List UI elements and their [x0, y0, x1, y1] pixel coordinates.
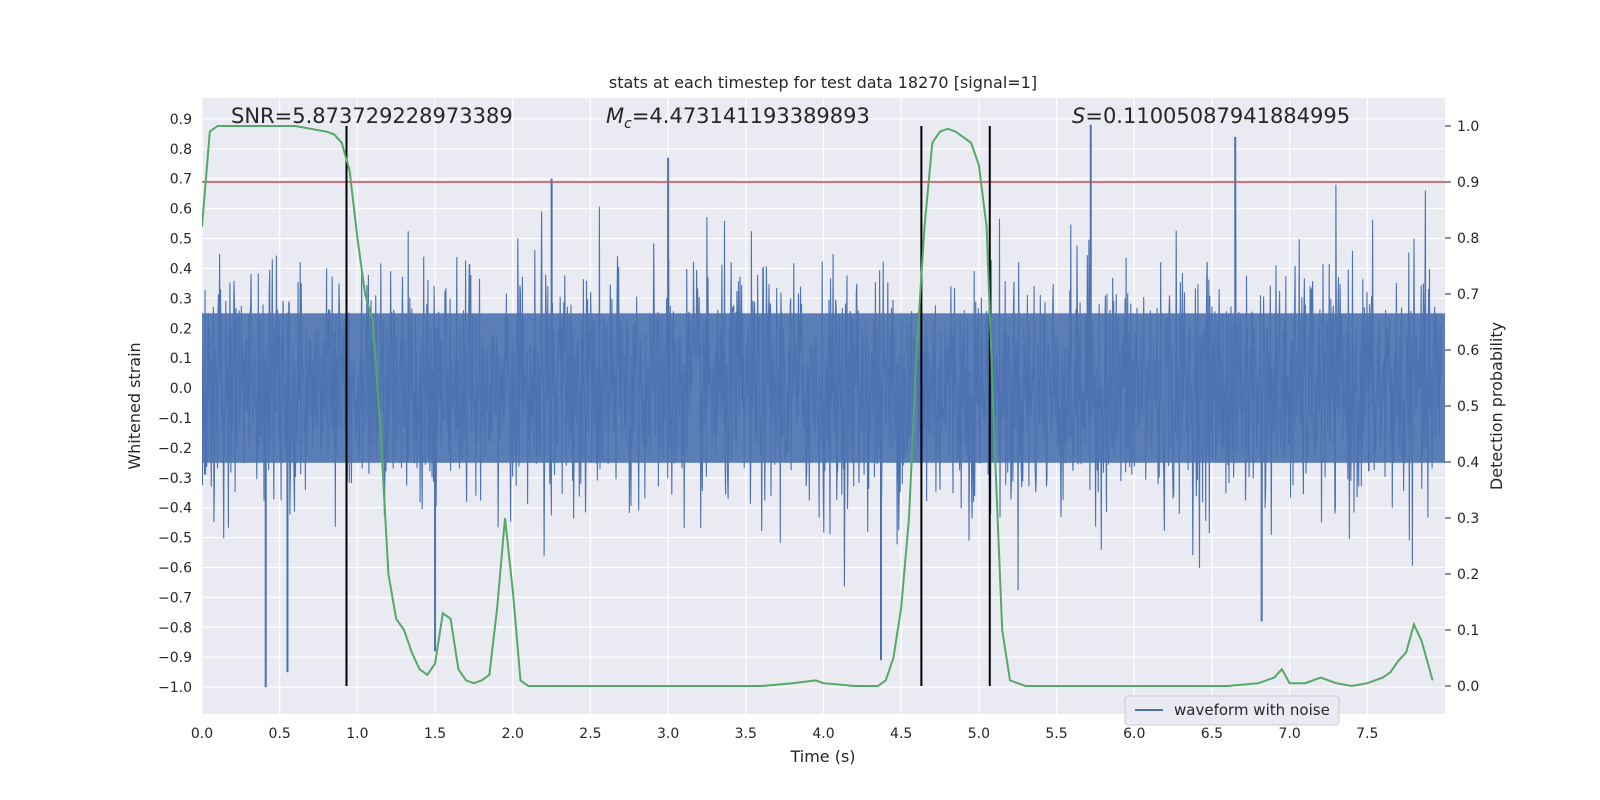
left-y-tick-label: 0.6	[170, 202, 192, 218]
left-y-tick-label: −0.2	[158, 441, 192, 457]
x-tick-label: 2.5	[579, 726, 601, 742]
x-tick-label: 3.5	[735, 726, 757, 742]
x-tick-label: 2.0	[502, 726, 524, 742]
legend-label-waveform: waveform with noise	[1174, 701, 1330, 719]
left-y-tick-label: 0.5	[170, 232, 192, 248]
left-y-tick-label: −1.0	[158, 680, 192, 696]
left-y-tick-label: −0.5	[158, 531, 192, 547]
left-y-tick-label: 0.9	[170, 112, 192, 128]
detection-probability-series	[202, 125, 1434, 688]
legend-box	[1124, 695, 1340, 726]
x-tick-label: 4.0	[812, 726, 834, 742]
left-y-tick-label: 0.7	[170, 172, 192, 188]
right-y-axis-ticks: 1.0 0.9 0.8 0.7 0.6 0.5 0.4 0.3 0.2 0.1 0.0	[1445, 119, 1479, 695]
x-tick-label: 6.5	[1201, 726, 1223, 742]
left-y-tick-label: −0.3	[158, 471, 192, 487]
x-tick-label: 3.0	[657, 726, 679, 742]
left-y-tick-label: 0.8	[170, 142, 192, 158]
chirp-mass-subscript: c	[624, 116, 632, 132]
chirp-mass-annotation: Mc=4.473141193389893	[606, 104, 870, 132]
s-annotation: S=0.11005087941884995	[1072, 104, 1350, 128]
right-y-tick-label: 1.0	[1457, 119, 1479, 135]
x-axis-ticks: 0.0 0.5 1.0 1.5 2.0 2.5 3.0 3.5 4.0 4.5 5.0 5.5 6.0 6…	[191, 726, 1379, 742]
x-tick-label: 1.5	[424, 726, 446, 742]
probability-line	[202, 125, 1434, 688]
left-y-tick-label: 0.3	[170, 291, 192, 307]
left-y-tick-label: −0.9	[158, 650, 192, 666]
x-tick-label: 7.0	[1278, 726, 1300, 742]
right-y-tick-label: 0.0	[1457, 679, 1479, 695]
right-y-tick-label: 0.9	[1457, 175, 1479, 191]
s-value: =0.11005087941884995	[1085, 104, 1350, 128]
x-tick-label: 5.0	[968, 726, 990, 742]
left-y-axis-ticks: 0.9 0.8 0.7 0.6 0.5 0.4 0.3 0.2 0.1 0.0 −0.1 −0.2 −0…	[158, 112, 192, 696]
x-tick-label: 6.0	[1123, 726, 1145, 742]
s-symbol: S	[1072, 104, 1085, 128]
left-y-tick-label: −0.7	[158, 590, 192, 606]
waveform-dense-band	[202, 313, 1445, 463]
chirp-mass-value: =4.473141193389893	[632, 104, 870, 128]
right-y-tick-label: 0.8	[1457, 231, 1479, 247]
snr-annotation: SNR=5.873729228973389	[231, 104, 513, 128]
right-y-tick-label: 0.1	[1457, 623, 1479, 639]
x-tick-label: 4.5	[890, 726, 912, 742]
right-y-axis-label: Detection probability	[1487, 322, 1506, 490]
left-y-axis-label: Whitened strain	[125, 342, 144, 469]
vertical-markers	[345, 126, 991, 686]
left-y-tick-label: 0.2	[170, 321, 192, 337]
left-y-tick-label: 0.4	[170, 261, 192, 277]
waveform-with-noise-series	[202, 124, 1445, 688]
right-y-tick-label: 0.7	[1457, 287, 1479, 303]
right-y-tick-label: 0.3	[1457, 511, 1479, 527]
left-y-tick-label: −0.6	[158, 560, 192, 576]
x-tick-label: 0.5	[269, 726, 291, 742]
x-axis-label: Time (s)	[789, 747, 855, 766]
right-y-tick-label: 0.4	[1457, 455, 1479, 471]
left-y-tick-label: 0.1	[170, 351, 192, 367]
left-y-tick-label: −0.1	[158, 411, 192, 427]
legend: waveform with noise	[1124, 695, 1340, 726]
x-tick-label: 5.5	[1045, 726, 1067, 742]
left-y-tick-label: −0.8	[158, 620, 192, 636]
x-tick-label: 7.5	[1356, 726, 1378, 742]
left-y-tick-label: −0.4	[158, 501, 192, 517]
chirp-mass-symbol: M	[606, 104, 624, 128]
right-y-tick-label: 0.5	[1457, 399, 1479, 415]
right-y-tick-label: 0.6	[1457, 343, 1479, 359]
x-tick-label: 1.0	[346, 726, 368, 742]
x-tick-label: 0.0	[191, 726, 213, 742]
left-y-tick-label: 0.0	[170, 381, 192, 397]
right-y-tick-label: 0.2	[1457, 567, 1479, 583]
chart-title: stats at each timestep for test data 182…	[609, 73, 1037, 92]
